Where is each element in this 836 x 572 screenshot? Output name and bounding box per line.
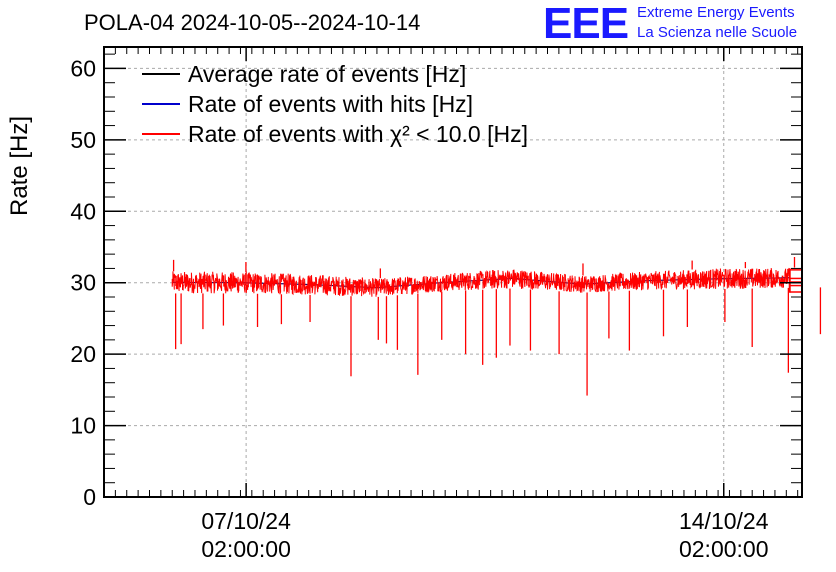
eee-logo-line1: Extreme Energy Events bbox=[637, 4, 795, 21]
x-tick-label-time: 02:00:00 bbox=[201, 536, 291, 562]
legend-entry-label: Rate of events with hits [Hz] bbox=[188, 91, 473, 117]
eee-logo-line2: La Scienza nelle Scuole bbox=[637, 24, 798, 41]
x-tick-label-time: 02:00:00 bbox=[679, 536, 769, 562]
eee-logo-mark: EEE bbox=[543, 0, 629, 48]
axes: 010203040506007/10/2402:00:0014/10/2402:… bbox=[70, 47, 802, 562]
legend-entry-label: Rate of events with χ² < 10.0 [Hz] bbox=[188, 121, 528, 147]
series-rate-chi2 bbox=[171, 267, 791, 297]
x-tick-label-date: 14/10/24 bbox=[679, 508, 769, 534]
y-tick-label: 40 bbox=[70, 198, 96, 224]
y-tick-label: 20 bbox=[70, 341, 96, 367]
legend: Average rate of events [Hz] Rate of event… bbox=[142, 61, 528, 147]
y-tick-label: 60 bbox=[70, 55, 96, 81]
x-tick-label-date: 07/10/24 bbox=[201, 508, 291, 534]
y-tick-label: 50 bbox=[70, 127, 96, 153]
y-tick-label: 0 bbox=[83, 484, 96, 510]
series-traces bbox=[171, 257, 822, 396]
legend-entry-label: Average rate of events [Hz] bbox=[188, 61, 466, 87]
y-tick-label: 10 bbox=[70, 413, 96, 439]
chart-title: POLA-04 2024-10-05--2024-10-14 bbox=[84, 10, 421, 35]
plot-frame bbox=[103, 46, 803, 498]
y-tick-label: 30 bbox=[70, 270, 96, 296]
y-axis-label: Rate [Hz] bbox=[6, 115, 33, 216]
